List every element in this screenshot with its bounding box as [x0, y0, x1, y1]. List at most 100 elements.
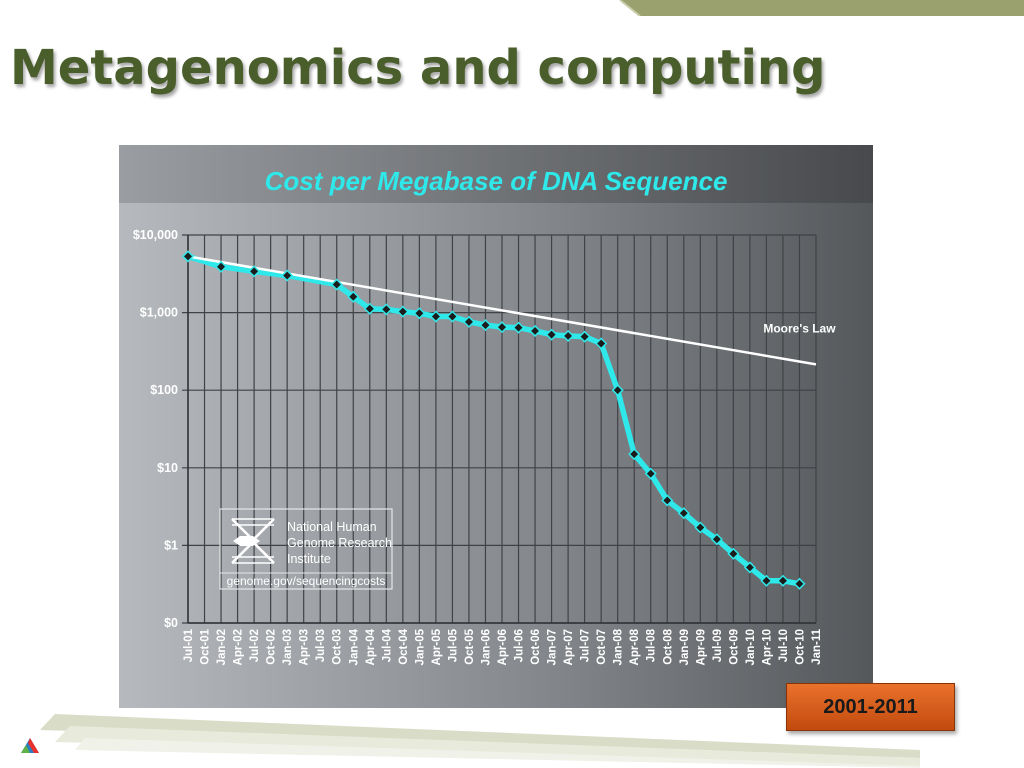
data-point-marker	[446, 310, 459, 323]
x-tick-label: Jul-01	[183, 628, 195, 662]
x-tick-label: Jul-03	[315, 629, 327, 662]
data-point-marker	[512, 321, 525, 334]
x-tick-label: Oct-03	[332, 629, 344, 665]
data-point-marker	[330, 278, 343, 291]
chart-title-strip	[119, 145, 873, 203]
footer-swoosh	[75, 738, 920, 768]
date-range-badge: 2001-2011	[786, 683, 955, 731]
moores-law-line	[187, 255, 817, 366]
annotations: Moore's Law	[763, 322, 836, 336]
data-point-marker	[793, 577, 806, 590]
x-tick-label: Oct-07	[596, 629, 608, 665]
header-accent-shape	[620, 0, 1024, 16]
x-tick-label: Apr-07	[563, 629, 575, 665]
x-tick-label: Jan-11	[811, 628, 823, 664]
data-point-marker	[743, 561, 756, 574]
data-point-marker	[644, 467, 657, 480]
argonne-logo-icon	[21, 738, 39, 753]
data-point-marker	[479, 319, 492, 332]
data-point-marker	[628, 448, 641, 461]
x-tick-labels: Jul-01 Oct-01 Jan-02 Apr-02 Jul-02 Oct-02 Jan-…	[183, 628, 823, 665]
y-tick-label: $100	[150, 383, 178, 397]
data-point-marker	[677, 507, 690, 520]
data-point-marker	[181, 250, 195, 263]
data-point-marker	[562, 329, 575, 343]
data-point-marker	[281, 269, 294, 282]
x-tick-label: Oct-04	[398, 628, 410, 664]
chart-title: Cost per Megabase of DNA Sequence	[265, 166, 728, 196]
data-point-marker	[578, 330, 591, 343]
footer-swoosh	[55, 726, 920, 766]
data-point-marker	[528, 324, 542, 338]
logo-line-2: Genome Research	[287, 536, 392, 550]
x-tick-label: Jan-05	[414, 628, 426, 665]
x-tick-label: Jul-10	[778, 629, 790, 662]
x-tick-label: Jan-10	[745, 629, 757, 665]
logo-line-1: National Human	[287, 520, 377, 534]
x-tick-label: Jul-07	[580, 629, 592, 662]
y-tick-label: $10	[157, 461, 178, 475]
x-tick-label: Jan-04	[348, 628, 360, 665]
data-point-marker	[396, 305, 409, 318]
y-tick-label: $0	[164, 616, 178, 630]
data-point-marker	[380, 303, 393, 316]
footer-swoosh	[40, 714, 920, 758]
x-tick-label: Oct-06	[530, 629, 542, 665]
x-tick-label: Jan-03	[282, 629, 294, 665]
y-tick-label: $1	[164, 538, 178, 552]
x-tick-label: Jan-08	[613, 628, 625, 665]
data-point-marker	[429, 310, 442, 323]
data-point-marker	[545, 328, 558, 341]
x-tick-label: Apr-05	[431, 628, 443, 665]
x-tick-label: Oct-10	[794, 629, 806, 665]
logo-line-3: Institute	[287, 552, 331, 566]
x-tick-label: Jan-09	[679, 629, 691, 665]
x-tick-label: Apr-10	[761, 629, 773, 665]
logo-url: genome.gov/sequencingcosts	[227, 574, 386, 588]
x-tick-label: Apr-02	[233, 629, 245, 665]
x-tick-label: Oct-09	[728, 629, 740, 665]
x-tick-label: Apr-08	[629, 628, 641, 665]
data-point-marker	[776, 574, 790, 587]
data-point-marker	[248, 265, 261, 278]
x-tick-label: Jul-06	[514, 629, 526, 662]
x-tick-label: Jul-05	[447, 628, 459, 662]
data-point-marker	[611, 384, 624, 397]
slide-title: Metagenomics and computing	[10, 40, 826, 96]
nhgri-logo: National Human Genome Research Institute…	[219, 508, 393, 590]
x-tick-label: Oct-02	[266, 629, 278, 665]
y-tick-labels: $10,000 $1,000 $100 $10 $1 $0	[133, 228, 178, 630]
data-point-marker	[710, 533, 723, 546]
footer-decoration	[21, 714, 920, 768]
data-point-marker	[462, 315, 476, 328]
x-tick-label: Oct-05	[464, 628, 476, 664]
data-point-marker	[413, 307, 426, 320]
moores-law-label: Moore's Law	[763, 322, 836, 336]
data-point-marker	[694, 521, 707, 534]
x-tick-label: Apr-04	[365, 628, 377, 665]
x-tick-label: Jul-09	[712, 629, 724, 662]
data-point-marker	[347, 290, 360, 303]
y-tick-label: $1,000	[140, 306, 178, 320]
x-tick-label: Jul-04	[381, 628, 393, 662]
x-tick-label: Jan-06	[480, 629, 492, 665]
x-tick-label: Oct-01	[200, 628, 212, 664]
chart-panel: Cost per Megabase of DNA Sequence $10,00…	[119, 145, 873, 708]
data-point-marker	[495, 321, 509, 334]
dna-helix-icon	[231, 518, 275, 564]
chart-background	[119, 145, 873, 708]
y-tick-label: $10,000	[133, 228, 178, 242]
x-tick-label: Jul-08	[646, 628, 658, 662]
data-point-marker	[363, 302, 376, 315]
data-point-marker	[214, 260, 228, 273]
cost-per-megabase-chart: Cost per Megabase of DNA Sequence $10,00…	[119, 145, 873, 708]
x-tick-label: Oct-08	[662, 628, 674, 664]
data-markers	[181, 250, 806, 590]
x-tick-label: Jan-07	[547, 629, 559, 665]
data-point-marker	[595, 337, 608, 350]
grid-lines	[182, 234, 817, 624]
data-point-marker	[727, 547, 740, 560]
data-point-marker	[661, 494, 674, 507]
x-tick-label: Jan-02	[216, 629, 228, 665]
nhgri-logo-box	[219, 508, 393, 590]
